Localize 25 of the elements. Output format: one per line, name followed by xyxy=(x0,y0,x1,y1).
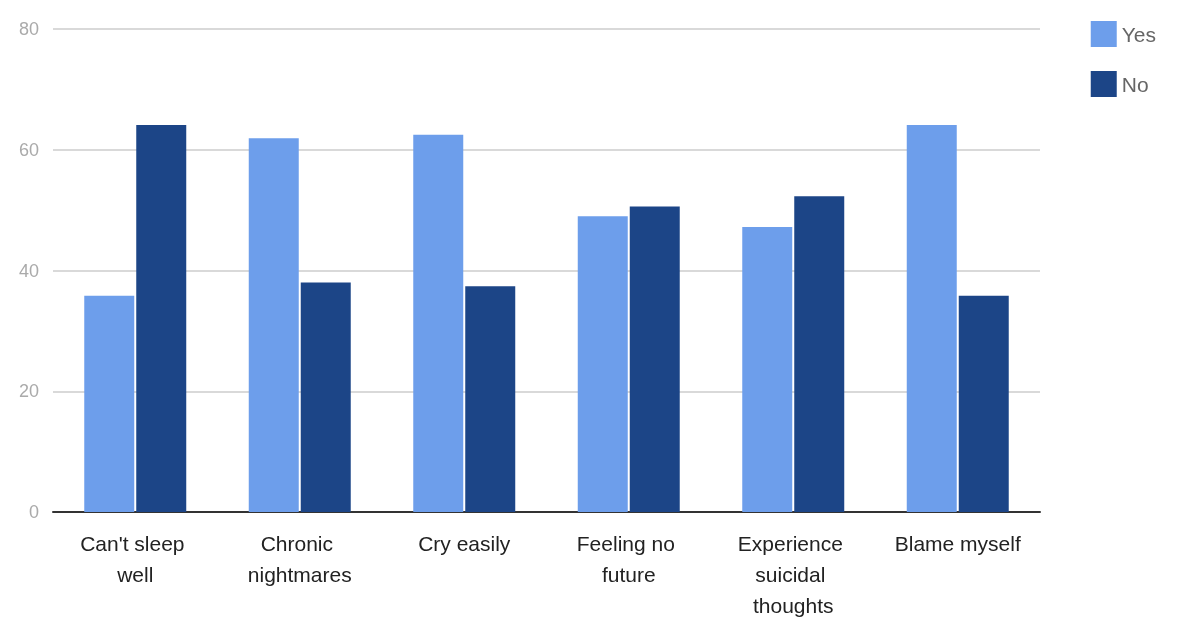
bar xyxy=(248,138,299,512)
y-tick-label: 20 xyxy=(18,381,39,402)
bar xyxy=(465,286,516,512)
y-tick-label: 40 xyxy=(18,260,39,281)
x-tick-label: Experience suicidal thoughts xyxy=(737,532,849,617)
bar xyxy=(413,134,464,512)
legend-label: No xyxy=(1121,72,1149,96)
x-tick-label: Feeling no future xyxy=(576,532,681,586)
y-tick-label: 60 xyxy=(18,139,39,160)
y-tick-label: 80 xyxy=(18,19,39,39)
x-tick-label: Cry easily xyxy=(418,532,511,555)
bar xyxy=(577,216,628,512)
bar xyxy=(84,295,135,512)
bar xyxy=(629,206,680,512)
bar xyxy=(136,125,187,512)
bar xyxy=(300,282,351,512)
bar xyxy=(742,227,793,512)
x-tick-label: Blame myself xyxy=(894,532,1021,555)
legend-label: Yes xyxy=(1121,22,1157,46)
x-tick-label: Chronic nightmares xyxy=(247,532,352,586)
x-tick-label: Can't sleep well xyxy=(80,532,191,586)
bar xyxy=(794,196,845,512)
bar xyxy=(906,125,957,512)
bar xyxy=(958,295,1009,512)
y-tick-label: 0 xyxy=(28,502,39,522)
